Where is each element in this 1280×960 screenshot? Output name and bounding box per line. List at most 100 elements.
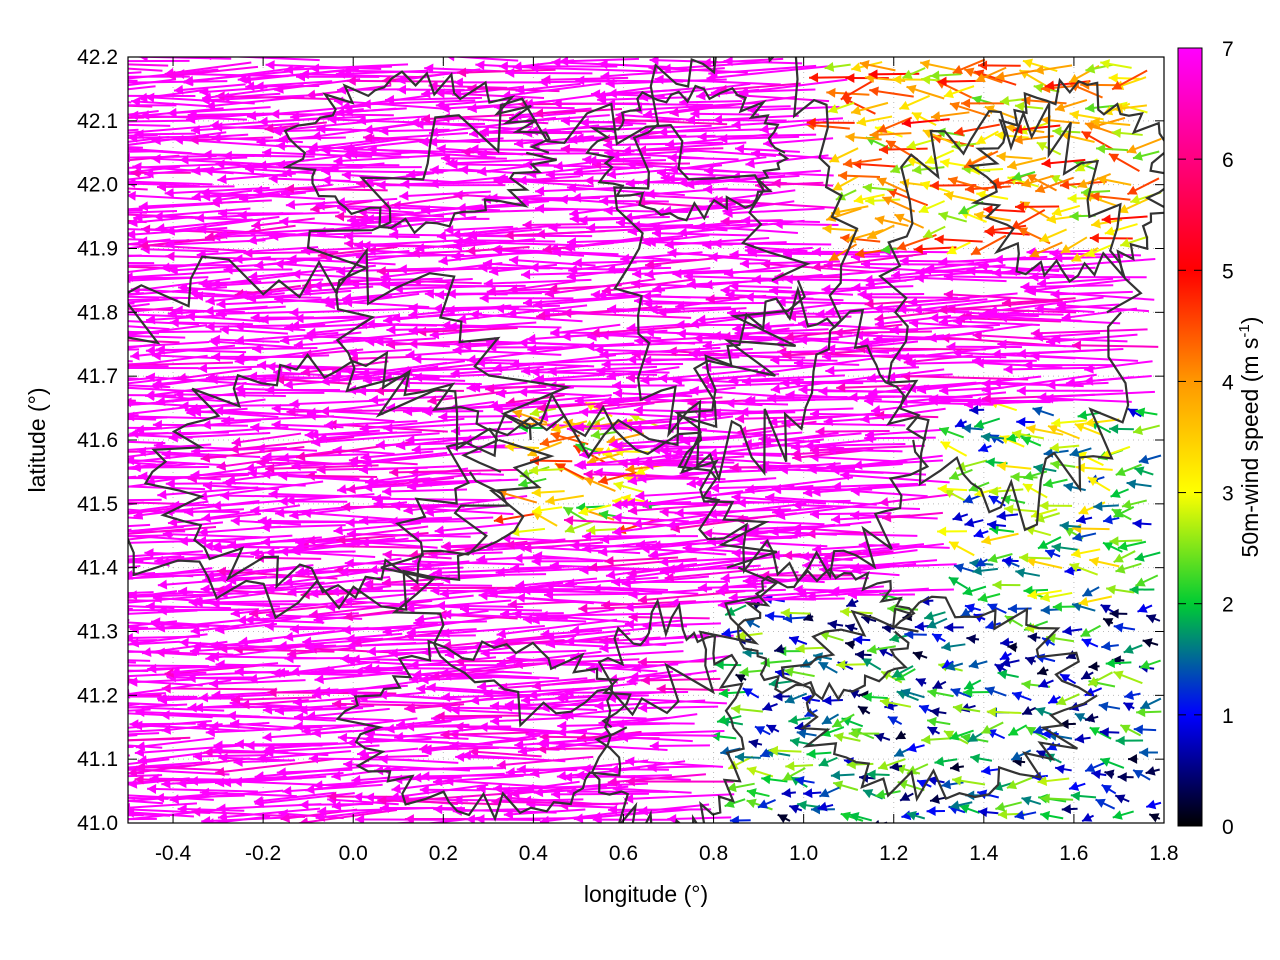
wind-vector-head [138, 201, 149, 212]
wind-vector-head [257, 360, 267, 371]
wind-vector-head [996, 510, 1007, 521]
wind-vector-head [475, 60, 485, 71]
wind-vector-head [984, 105, 995, 115]
wind-vector-head [952, 511, 963, 522]
wind-vector-head [226, 475, 236, 485]
wind-vector-head [1070, 791, 1081, 801]
wind-vector [667, 156, 739, 161]
wind-vector-head [231, 437, 242, 447]
wind-vector [299, 544, 422, 549]
wind-vector [128, 202, 214, 211]
wind-vector-head [323, 420, 334, 431]
wind-vector-head [927, 688, 938, 698]
wind-vector [570, 650, 684, 659]
wind-vector [456, 200, 549, 210]
wind-vector [128, 209, 178, 214]
wind-vector-head [429, 165, 439, 175]
wind-vector-head [750, 148, 761, 159]
wind-vector [815, 430, 890, 433]
wind-vector-head [1012, 171, 1023, 182]
wind-vector-head [631, 663, 642, 673]
wind-vector [391, 312, 483, 320]
wind-vector [161, 687, 278, 691]
wind-vector-head [1078, 596, 1089, 607]
wind-vector-head [210, 598, 220, 609]
wind-vector-head [305, 784, 315, 795]
wind-vector-head [937, 484, 947, 494]
wind-vector [615, 113, 691, 121]
wind-vector-head [200, 452, 211, 463]
wind-vector-head [952, 775, 962, 786]
wind-vector-head [1024, 285, 1034, 296]
wind-vector [429, 175, 509, 186]
wind-vector [523, 163, 640, 170]
wind-vector-head [438, 411, 448, 422]
wind-vector [399, 190, 491, 198]
wind-vector-head [306, 89, 316, 100]
wind-vector [734, 147, 800, 153]
wind-vector [360, 360, 466, 375]
wind-vector-head [209, 651, 219, 662]
wind-vector-head [633, 405, 643, 416]
wind-vector-head [275, 374, 285, 385]
wind-vector [128, 386, 199, 393]
wind-vector [707, 438, 825, 456]
wind-vector-head [640, 375, 650, 385]
wind-vector [128, 702, 178, 707]
wind-vector-head [139, 110, 150, 121]
wind-vector-head [584, 476, 595, 486]
wind-vector-head [509, 255, 519, 266]
wind-vector-head [428, 127, 439, 138]
wind-vector-head [601, 600, 611, 610]
wind-vector-head [1072, 531, 1083, 542]
wind-vector [128, 475, 137, 479]
wind-vector-head [129, 637, 140, 648]
wind-vector-head [560, 144, 570, 154]
wind-vector-head [765, 492, 775, 503]
wind-vector-head [274, 83, 284, 94]
wind-vector-head [191, 446, 201, 457]
wind-vector [345, 148, 475, 154]
wind-vector-head [946, 341, 956, 352]
wind-vector [179, 156, 248, 162]
wind-vector-head [806, 117, 816, 128]
wind-vector-head [1061, 312, 1072, 322]
wind-vector [205, 726, 323, 734]
wind-vector-head [961, 98, 971, 109]
wind-vector-head [187, 702, 197, 713]
wind-vector-head [1027, 589, 1038, 600]
wind-vector [128, 734, 138, 737]
wind-vector-head [495, 567, 505, 578]
wind-vector-head [949, 731, 960, 741]
wind-vector [128, 550, 203, 558]
wind-vector-head [782, 613, 793, 624]
wind-vector [128, 526, 217, 535]
wind-vector-head [46, 782, 55, 792]
wind-vector-head [304, 429, 314, 440]
wind-vector-head [291, 269, 301, 280]
wind-vector-head [205, 57, 212, 61]
wind-vector [212, 749, 289, 754]
wind-vector-head [253, 185, 263, 196]
wind-vector [442, 674, 540, 680]
wind-vector-head [290, 111, 300, 122]
wind-vector-head [133, 509, 144, 520]
wind-vector-head [529, 407, 540, 418]
wind-vector-head [827, 619, 838, 630]
wind-vector-head [202, 92, 212, 103]
wind-vector [524, 86, 652, 106]
wind-vector [128, 664, 210, 668]
wind-vector-head [265, 583, 275, 594]
wind-vector [128, 453, 199, 464]
wind-vector-head [1109, 608, 1119, 619]
wind-vector-head [902, 69, 913, 79]
wind-vector-head [295, 566, 306, 577]
wind-vector-head [357, 748, 367, 759]
wind-vector-head [128, 217, 138, 228]
wind-vector-head [1014, 101, 1025, 112]
wind-vector-head [900, 688, 911, 698]
wind-vector-head [551, 423, 562, 433]
wind-vector-head [720, 216, 730, 227]
wind-vector-head [335, 107, 345, 118]
wind-vector-head [1100, 757, 1111, 767]
